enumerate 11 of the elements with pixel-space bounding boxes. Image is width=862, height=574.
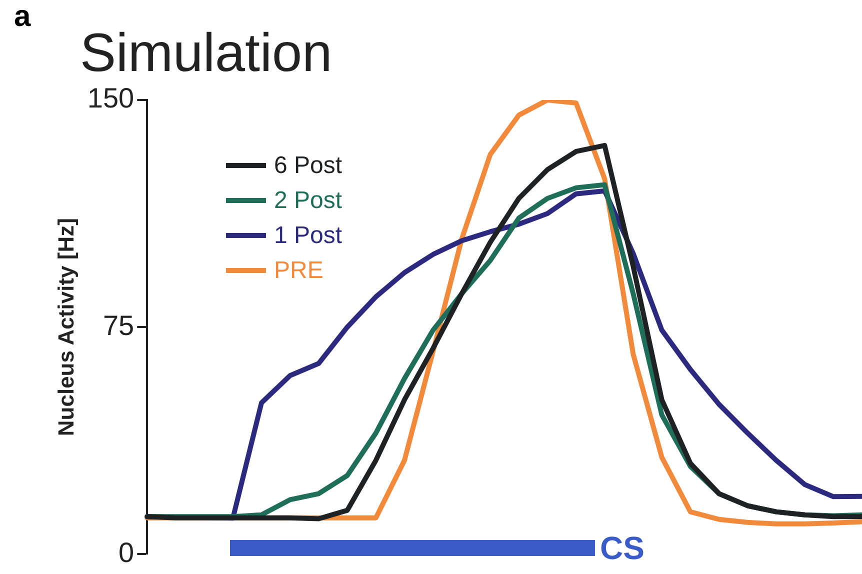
chart-title: Simulation [80, 22, 332, 84]
legend-label: 1 Post [274, 222, 342, 250]
legend-label: 2 Post [274, 186, 342, 214]
legend-label: 6 Post [274, 152, 342, 180]
y-axis-title: Nucleus Activity [Hz] [53, 218, 78, 436]
y-tick-label: 75 [102, 310, 134, 341]
legend-label: PRE [274, 256, 324, 284]
text: a [14, 0, 31, 34]
y-tick-label: 150 [87, 82, 134, 114]
y-tick-label: 0 [118, 536, 134, 568]
annotation: CS [600, 530, 644, 567]
